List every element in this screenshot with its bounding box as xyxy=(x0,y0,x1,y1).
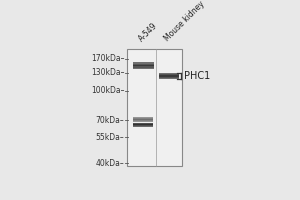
Bar xyxy=(134,117,153,118)
Bar xyxy=(159,77,179,78)
Bar xyxy=(133,64,154,65)
Bar xyxy=(134,119,153,120)
Bar xyxy=(134,121,153,122)
Bar xyxy=(133,66,154,68)
Text: 130kDa–: 130kDa– xyxy=(91,68,124,77)
Bar xyxy=(127,49,182,166)
Bar xyxy=(133,65,154,66)
Bar xyxy=(134,123,153,124)
Text: 55kDa–: 55kDa– xyxy=(95,133,124,142)
Bar xyxy=(159,78,179,79)
Bar xyxy=(134,118,153,119)
Bar xyxy=(159,74,179,75)
Text: A-549: A-549 xyxy=(137,21,159,43)
Bar xyxy=(134,120,153,121)
Text: PHC1: PHC1 xyxy=(184,71,210,81)
Bar xyxy=(159,73,179,74)
Bar xyxy=(134,124,153,125)
Text: 70kDa–: 70kDa– xyxy=(95,116,124,125)
Bar xyxy=(133,62,154,64)
Text: Mouse kidney: Mouse kidney xyxy=(163,0,206,43)
Bar xyxy=(159,75,179,77)
Bar xyxy=(134,126,153,127)
Text: 170kDa–: 170kDa– xyxy=(91,54,124,63)
Text: 40kDa–: 40kDa– xyxy=(95,159,124,168)
Bar xyxy=(133,68,154,69)
Text: 100kDa–: 100kDa– xyxy=(91,86,124,95)
Bar xyxy=(134,125,153,126)
